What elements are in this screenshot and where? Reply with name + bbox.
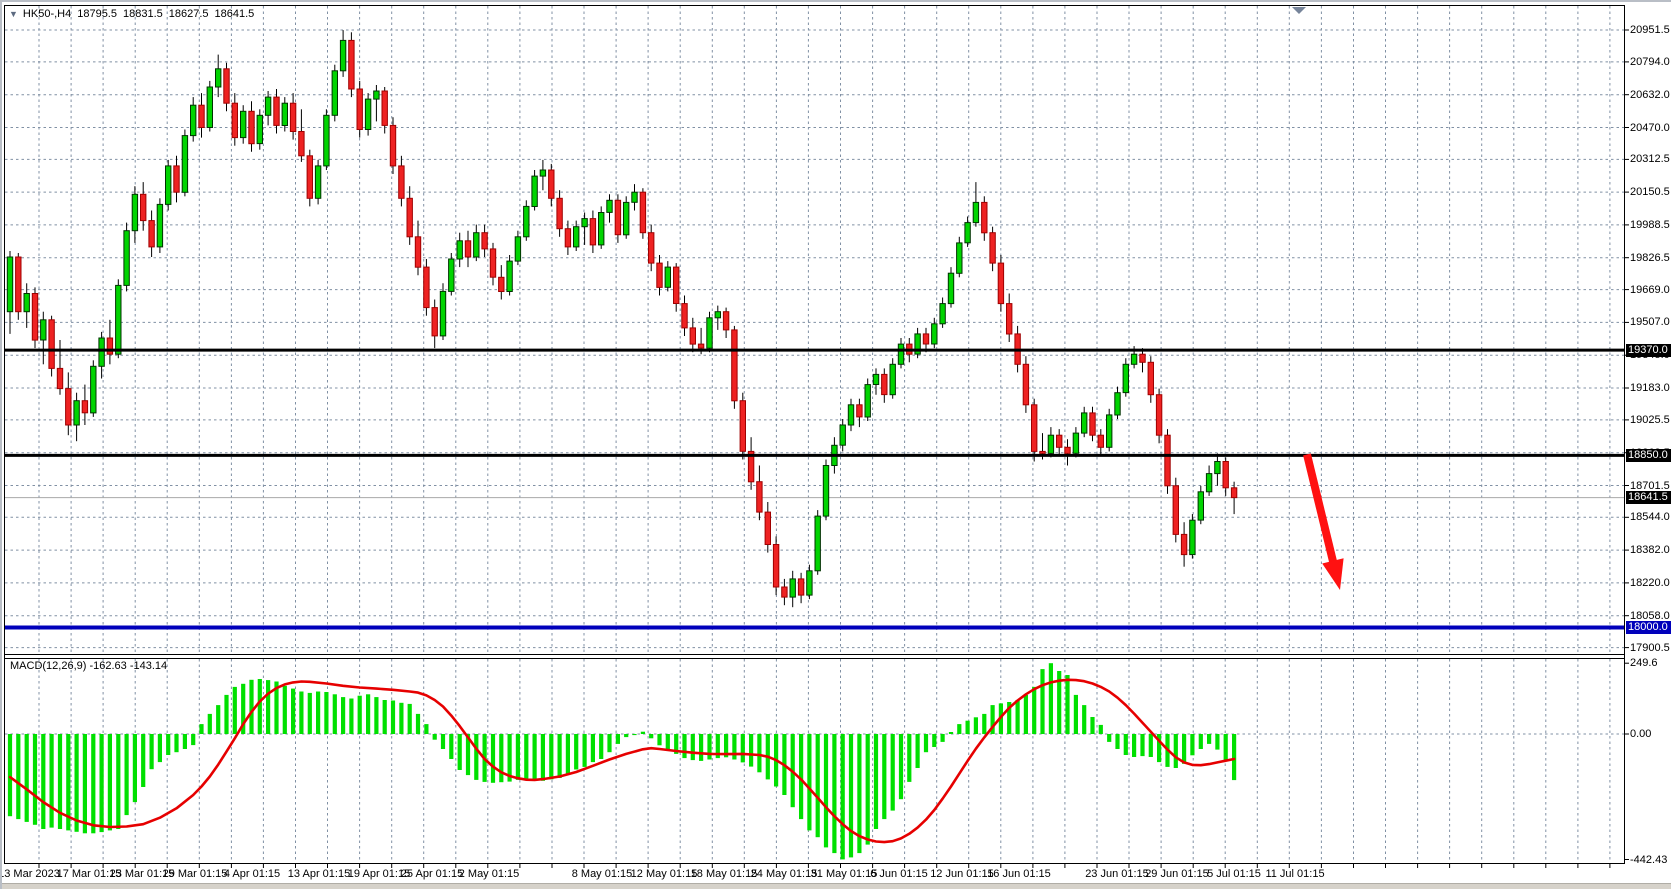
macd-axis-label: -442.43 — [1630, 853, 1668, 866]
date-axis-label: 12 May 01:15 — [630, 868, 698, 880]
ohlc-open-value: 18795.5 — [77, 8, 117, 20]
date-axis-label: 31 May 01:15 — [810, 868, 878, 880]
symbol-dropdown-icon[interactable]: ▼ — [9, 9, 18, 19]
chart-shift-marker-icon[interactable] — [1292, 7, 1306, 14]
date-axis-label: 6 Jun 01:15 — [870, 868, 928, 880]
date-axis-label: 29 Jun 01:15 — [1145, 868, 1209, 880]
price-badge-18850: 18850.0 — [1626, 448, 1671, 462]
price-badge-19370: 19370.0 — [1626, 343, 1671, 357]
date-axis-label: 12 Jun 01:15 — [930, 868, 994, 880]
price-axis-label: 20312.5 — [1630, 153, 1670, 166]
price-axis-label: 19988.5 — [1630, 218, 1670, 231]
price-axis-label: 19183.0 — [1630, 382, 1670, 394]
price-badge-18000: 18000.0 — [1626, 621, 1671, 634]
price-axis-label: 19507.0 — [1630, 316, 1670, 329]
date-axis-label: 2 May 01:15 — [458, 868, 520, 880]
price-axis-label: 20470.0 — [1630, 121, 1670, 134]
date-axis-label: 29 Mar 01:15 — [162, 868, 228, 880]
date-axis-label: 5 Jul 01:15 — [1207, 868, 1261, 880]
price-axis-label: 20794.0 — [1630, 55, 1670, 68]
date-axis-label: 13 Mar 2023 — [0, 868, 60, 880]
date-axis-label: 23 Jun 01:15 — [1085, 868, 1149, 880]
date-axis-label: 19 Apr 01:15 — [347, 868, 411, 880]
candles-layer — [6, 30, 1238, 608]
macd-histogram — [7, 663, 1237, 860]
date-axis-label: 16 Jun 01:15 — [987, 868, 1051, 880]
ohlc-low-value: 18627.5 — [168, 8, 209, 20]
date-axis-label: 25 Apr 01:15 — [400, 868, 464, 880]
price-axis-label: 19669.0 — [1630, 283, 1670, 296]
price-axis-label: 20150.5 — [1630, 186, 1670, 199]
date-axis-label: 11 Jul 01:15 — [1265, 868, 1325, 880]
date-axis-label: 13 Apr 01:15 — [287, 868, 351, 880]
date-axis-label: 4 Apr 01:15 — [223, 868, 281, 880]
price-axis-label: 18544.0 — [1630, 511, 1670, 524]
price-axis-label: 17900.5 — [1630, 641, 1670, 654]
macd-axis-label: 0.00 — [1630, 728, 1652, 740]
price-axis-label: 18220.0 — [1630, 576, 1670, 589]
date-axis-label: 18 May 01:15 — [690, 868, 758, 880]
price-axis-label: 19025.5 — [1630, 413, 1670, 426]
date-axis-label: 23 Mar 01:15 — [109, 868, 175, 880]
trend-arrow-down[interactable] — [1303, 453, 1344, 590]
date-axis-label: 24 May 01:15 — [750, 868, 818, 880]
price-axis-label: 18701.5 — [1630, 479, 1670, 492]
ohlc-high-value: 18831.5 — [122, 8, 163, 20]
date-axis-label: 17 Mar 01:15 — [56, 868, 122, 880]
chart-header: ▼ HK50-,H4 18795.5 18831.5 18627.5 18641.5 — [9, 8, 260, 20]
grid-layer — [5, 6, 1624, 862]
price-axis-label: 20632.0 — [1630, 88, 1670, 101]
macd-indicator-label: MACD(12,26,9) -162.63 -143.14 — [10, 660, 168, 672]
date-axis-label: 8 May 01:15 — [571, 868, 633, 880]
current-price-badge: 18641.5 — [1626, 491, 1671, 505]
ohlc-close-value: 18641.5 — [214, 8, 255, 20]
panel-borders — [4, 5, 1629, 868]
price-axis-label: 20951.5 — [1630, 24, 1670, 36]
price-axis-label: 18058.0 — [1630, 609, 1670, 622]
macd-signal-line — [8, 678, 1236, 844]
symbol-timeframe-label: HK50-,H4 — [22, 8, 72, 20]
price-axis-label: 18382.0 — [1630, 544, 1670, 557]
window-bottom-strip — [2, 883, 1671, 889]
macd-axis-label: 249.6 — [1630, 657, 1658, 670]
price-axis-label: 19826.5 — [1630, 251, 1670, 264]
